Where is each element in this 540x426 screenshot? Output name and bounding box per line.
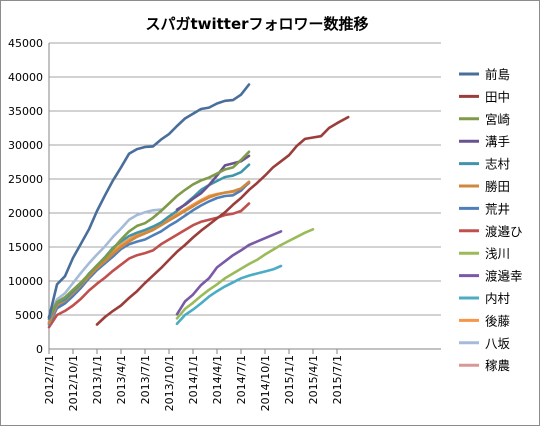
x-tick-label: 2013/10/1: [163, 355, 176, 411]
x-tick-label: 2014/7/1: [235, 355, 248, 404]
legend-label: 宮崎: [485, 112, 511, 127]
y-tick-label: 10000: [8, 275, 43, 288]
series-line-志村: [47, 163, 251, 321]
x-tick-label: 2015/4/1: [307, 355, 320, 404]
series-line-内村: [175, 264, 283, 326]
legend-label: 前島: [485, 67, 510, 82]
legend-label: 稼農: [485, 358, 510, 373]
y-tick-label: 45000: [8, 37, 43, 50]
legend-label: 八坂: [485, 336, 511, 351]
y-tick-label: 35000: [8, 105, 43, 118]
y-tick-label: 0: [36, 343, 43, 356]
series-line-渡邉幸: [175, 230, 283, 316]
y-tick-label: 30000: [8, 139, 43, 152]
y-tick-label: 40000: [8, 71, 43, 84]
legend-label: 渡邉ひ: [485, 224, 523, 239]
series-line-八坂: [47, 208, 163, 318]
legend-label: 溝手: [485, 134, 510, 149]
legend-label: 後藤: [485, 313, 511, 328]
x-tick-label: 2012/10/1: [67, 355, 80, 411]
series-line-田中: [95, 115, 350, 326]
axes: 0 5000 10000 15000 20000 25000 30000 35000 40000…: [8, 37, 441, 411]
series-line-浅川: [175, 228, 315, 320]
chart-title: スパガtwitterフォロワー数推移: [145, 15, 368, 33]
legend-label: 志村: [485, 157, 511, 172]
x-tick-label: 2014/10/1: [259, 355, 272, 411]
y-tick-label: 15000: [8, 241, 43, 254]
legend-label: 内村: [485, 291, 511, 306]
y-tick-label: 20000: [8, 207, 43, 220]
series-line-荒井: [47, 181, 251, 326]
x-tick-label: 2014/1/1: [187, 355, 200, 404]
legend-label: 田中: [485, 89, 510, 104]
x-tick-label: 2013/1/1: [91, 355, 104, 404]
x-tick-label: 2014/4/1: [211, 355, 224, 404]
series-line-宮崎: [47, 150, 251, 319]
x-tick-label: 2013/7/1: [139, 355, 152, 404]
y-tick-label: 25000: [8, 173, 43, 186]
legend-label: 渡邉幸: [485, 269, 523, 284]
x-tick-label: 2013/4/1: [115, 355, 128, 404]
series-line-前島: [47, 83, 251, 319]
x-tick-label: 2012/7/1: [43, 355, 56, 404]
x-tick-label: 2015/7/1: [331, 355, 344, 404]
series-lines: [47, 83, 350, 329]
legend-label: 浅川: [485, 246, 510, 261]
legend-label: 荒井: [485, 201, 510, 216]
x-tick-label: 2015/1/1: [283, 355, 296, 404]
legend-label: 勝田: [485, 179, 510, 194]
y-tick-label: 5000: [15, 309, 43, 322]
